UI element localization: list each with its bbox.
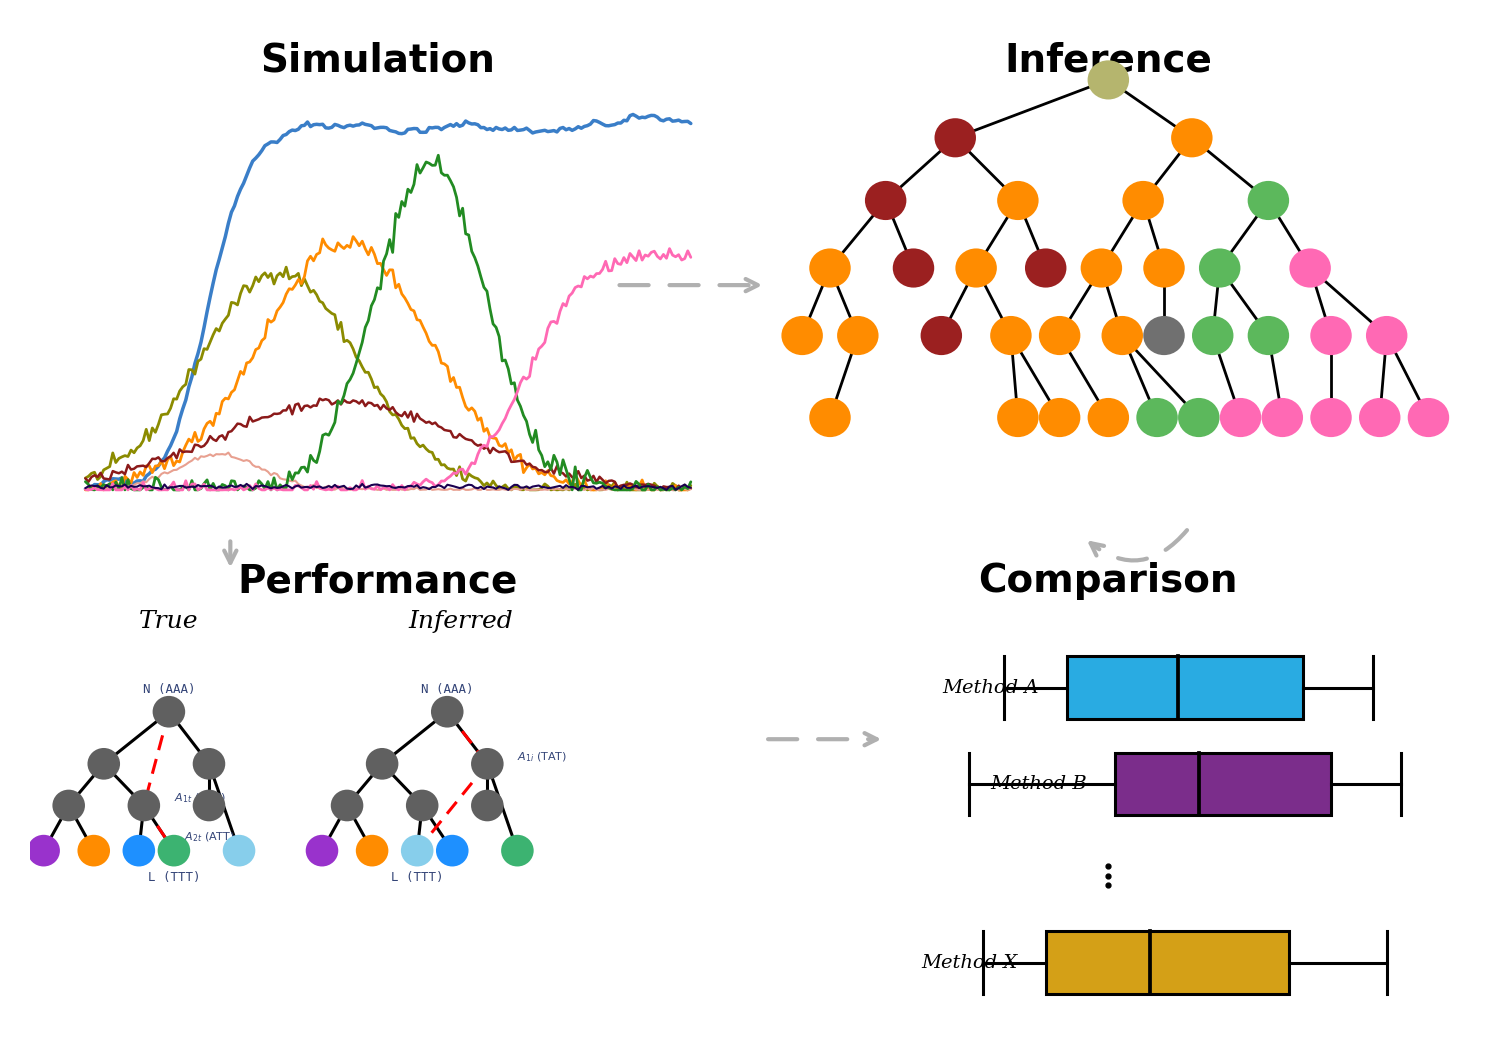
Ellipse shape [936, 119, 975, 156]
Ellipse shape [473, 791, 502, 821]
Ellipse shape [1138, 399, 1177, 436]
Ellipse shape [331, 791, 363, 821]
Ellipse shape [195, 791, 224, 821]
Ellipse shape [1312, 317, 1351, 354]
Ellipse shape [1193, 317, 1232, 354]
Ellipse shape [89, 750, 119, 778]
Ellipse shape [957, 249, 996, 286]
Ellipse shape [1123, 183, 1162, 219]
Ellipse shape [895, 249, 933, 286]
Ellipse shape [1027, 249, 1065, 286]
Text: L (TTT): L (TTT) [147, 871, 201, 885]
Ellipse shape [407, 791, 437, 821]
Ellipse shape [195, 750, 224, 778]
Ellipse shape [224, 836, 254, 865]
Ellipse shape [1248, 317, 1288, 354]
Text: Comparison: Comparison [979, 562, 1238, 600]
Text: L (TTT): L (TTT) [391, 871, 443, 885]
Ellipse shape [1144, 317, 1183, 354]
Ellipse shape [1180, 399, 1219, 436]
Ellipse shape [838, 317, 877, 354]
Ellipse shape [1082, 249, 1120, 286]
Text: N (AAA): N (AAA) [421, 683, 474, 696]
Ellipse shape [403, 836, 432, 865]
Ellipse shape [473, 750, 502, 778]
Ellipse shape [1172, 119, 1211, 156]
Ellipse shape [999, 183, 1037, 219]
Ellipse shape [783, 317, 822, 354]
Ellipse shape [1312, 399, 1351, 436]
Bar [1046, 931, 1290, 994]
Ellipse shape [1263, 399, 1302, 436]
Text: Method B: Method B [991, 775, 1088, 793]
Text: N (AAA): N (AAA) [143, 683, 195, 696]
Ellipse shape [1360, 399, 1400, 436]
Ellipse shape [991, 317, 1030, 354]
Bar [1067, 656, 1303, 719]
Ellipse shape [1367, 317, 1406, 354]
Ellipse shape [53, 791, 83, 821]
Text: Method X: Method X [921, 954, 1018, 972]
Ellipse shape [155, 697, 184, 727]
Ellipse shape [367, 750, 397, 778]
Text: Performance: Performance [238, 562, 517, 600]
Ellipse shape [28, 836, 58, 865]
Ellipse shape [129, 791, 159, 821]
Text: Simulation: Simulation [260, 41, 495, 79]
Text: $A_{1i}$ (TAT): $A_{1i}$ (TAT) [517, 750, 568, 763]
Bar [1116, 753, 1331, 815]
Text: Inferred: Inferred [409, 610, 514, 634]
Ellipse shape [1291, 249, 1330, 286]
Ellipse shape [123, 836, 155, 865]
Ellipse shape [1040, 399, 1079, 436]
Ellipse shape [437, 836, 467, 865]
Text: $A_{1t}$ (AAT): $A_{1t}$ (AAT) [174, 792, 226, 806]
Ellipse shape [432, 697, 462, 727]
Text: True: True [140, 610, 199, 634]
Ellipse shape [1201, 249, 1239, 286]
Ellipse shape [1144, 249, 1183, 286]
Ellipse shape [159, 836, 189, 865]
Ellipse shape [79, 836, 108, 865]
Ellipse shape [1089, 61, 1128, 98]
Ellipse shape [308, 836, 337, 865]
Text: Inference: Inference [1005, 41, 1213, 79]
Ellipse shape [1221, 399, 1260, 436]
Ellipse shape [1040, 317, 1079, 354]
Ellipse shape [357, 836, 388, 865]
Ellipse shape [1248, 183, 1288, 219]
Ellipse shape [1089, 399, 1128, 436]
Ellipse shape [502, 836, 532, 865]
Text: Method A: Method A [942, 679, 1039, 697]
Ellipse shape [921, 317, 961, 354]
Ellipse shape [999, 399, 1037, 436]
Ellipse shape [866, 183, 905, 219]
Ellipse shape [810, 249, 850, 286]
Ellipse shape [1409, 399, 1447, 436]
Ellipse shape [1103, 317, 1141, 354]
Text: $A_{2t}$ (ATT): $A_{2t}$ (ATT) [184, 830, 235, 844]
Ellipse shape [810, 399, 850, 436]
